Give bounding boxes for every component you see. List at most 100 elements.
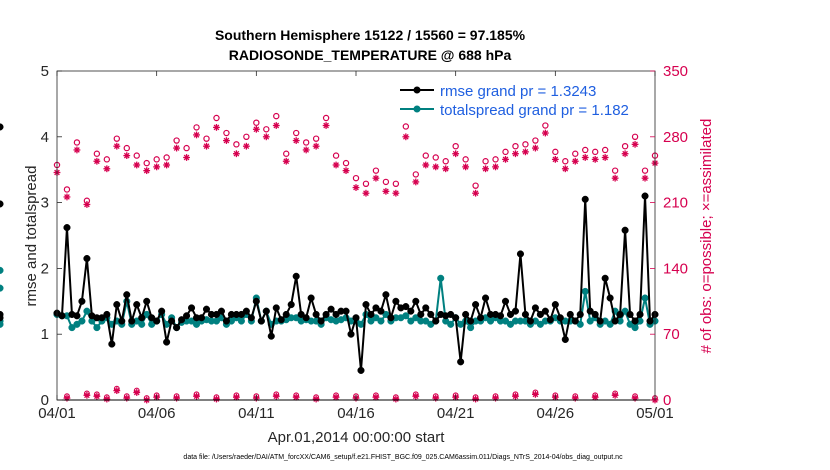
rmse-point [516,250,525,258]
rmse-point [168,317,176,325]
obs-assimilated-marker [103,395,111,403]
legend-totalspread-label: totalspread grand pr = 1.182 [440,102,629,119]
obs-star-stroke [622,150,628,157]
obs-star-stroke [542,130,549,136]
rmse-point [447,310,455,319]
x-tick-label: 04/16 [337,405,375,422]
rmse-point [367,310,375,319]
rmse-point [477,314,485,322]
obs-assimilated-marker [601,154,609,161]
obs-star-stroke [74,147,80,153]
rmse-point [188,304,196,312]
rmse-point [531,304,539,312]
totalspread-point [93,324,101,332]
obs-assimilated-marker [512,392,519,400]
obs-possible-marker [293,129,300,137]
obs-possible-marker [223,129,230,137]
obs-assimilated-marker [233,150,240,158]
rmse-point [427,310,435,319]
y-axis-right: 0 70 140 210 280 350 [650,63,688,409]
totalspread-point [506,320,515,328]
obs-assimilated-marker [352,184,360,191]
obs-assimilated-marker [183,154,190,161]
totalspread-point [78,317,86,325]
obs-assimilated-marker [362,189,370,197]
obs-assimilated-marker [392,189,400,197]
totalspread-point [626,320,634,328]
rmse-point [347,330,355,338]
obs-possible-marker [233,141,240,148]
obs-possible-marker [173,137,180,144]
obs-star-stroke [133,162,140,168]
rmse-point [521,310,529,319]
obs-possible-marker [273,112,280,120]
obs-assimilated-marker [302,146,310,154]
obs-possible-marker [562,158,569,165]
obs-assimilated-marker [641,174,649,182]
rmse-point [387,314,395,322]
obs-star-stroke [592,394,599,401]
obs-possible-marker [372,167,380,174]
rmse-point [272,304,280,312]
totalspread-point [237,317,245,325]
y-left-tick-label: 5 [41,63,49,80]
x-axis-label: Apr.01,2014 00:00:00 start [268,429,446,446]
rmse-point [0,310,4,319]
obs-possible-marker [442,158,449,165]
rmse-point [457,358,465,366]
rmse-point [551,301,559,309]
obs-possible-marker [542,122,549,129]
obs-assimilated-marker [472,395,479,403]
y-right-tick-label: 0 [663,392,671,409]
chart-title-line2: RADIOSONDE_TEMPERATURE @ 688 hPa [229,47,512,63]
rmse-point [113,301,121,309]
obs-assimilated-marker [252,125,260,133]
rmse-point [103,310,111,319]
x-axis: 04/01 04/06 04/11 04/16 04/21 04/26 05/01 [38,71,674,422]
obs-possible-marker [193,124,200,131]
obs-assimilated-marker [103,165,111,173]
obs-assimilated-marker [262,133,270,141]
rmse-point [123,291,131,299]
rmse-point [482,294,490,302]
x-tick-label: 04/06 [138,405,176,422]
obs-star-stroke [193,393,200,400]
rmse-point [536,310,544,319]
obs-assimilated-marker [83,201,91,208]
obs-possible-marker [502,148,509,156]
obs-assimilated-marker [372,393,380,401]
obs-possible-marker [342,159,350,167]
obs-star-stroke [472,190,479,197]
obs-possible-marker [263,126,270,133]
obs-possible-marker [163,154,170,161]
legend-rmse-label: rmse grand pr = 1.3243 [440,83,596,100]
obs-star-stroke [213,124,220,131]
totalspread-point [0,266,4,274]
legend-totalspread-marker [413,105,421,113]
rmse-point [586,307,594,315]
obs-star-stroke [253,126,260,133]
obs-star-stroke [512,150,519,157]
obs-star-stroke [163,162,170,168]
obs-assimilated-marker [412,392,420,400]
obs-star-stroke [393,396,399,402]
rmse-point [262,307,270,315]
obs-possible-marker [631,133,639,140]
obs-assimilated-marker [442,165,450,173]
rmse-point [621,226,629,234]
obs-star-stroke [363,190,369,197]
rmse-point [422,304,430,312]
rmse-point [83,254,91,263]
totalspread-point [437,274,445,282]
totalspread-point [0,284,4,292]
rmse-point [202,305,211,313]
rmse-point [342,307,350,315]
obs-possible-marker [143,159,150,167]
obs-possible-marker [432,154,439,161]
obs-star-stroke [223,137,230,144]
y-left-tick-label: 4 [41,129,49,146]
obs-star-stroke [532,145,539,151]
obs-star-stroke [632,141,638,148]
y-right-tick-label: 210 [663,195,688,212]
